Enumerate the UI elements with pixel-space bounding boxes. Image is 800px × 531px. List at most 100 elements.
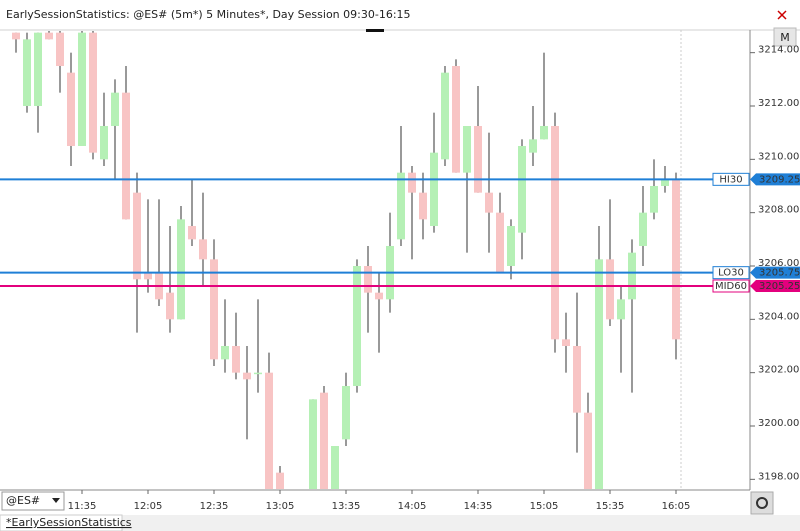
candle-body — [78, 32, 86, 146]
y-tick-label: 3198.00 — [758, 471, 799, 482]
candle-body — [221, 346, 229, 360]
level-name-box — [712, 172, 750, 186]
axes: 3198.00 3200.00 3202.00 3204.00 3206.00 3208.… — [68, 45, 800, 512]
candle-body — [375, 292, 383, 300]
candle-body — [485, 192, 493, 213]
candle-body — [639, 212, 647, 246]
marker — [366, 29, 384, 32]
candle-body — [672, 179, 680, 340]
close-button[interactable] — [777, 10, 787, 20]
candle-body — [507, 226, 515, 266]
y-tick-label: 3214.00 — [758, 45, 799, 56]
symbol-label[interactable]: @ES# — [6, 494, 40, 507]
candle-body — [540, 126, 548, 140]
candle-body — [265, 372, 273, 489]
candle-body — [551, 126, 559, 340]
candle-body — [276, 472, 284, 489]
candle-body — [584, 412, 592, 489]
x-tick-label: 12:05 — [134, 501, 163, 512]
y-tick-label: 3208.00 — [758, 205, 799, 216]
candle-body — [452, 66, 460, 173]
x-tick-label: 15:05 — [530, 501, 559, 512]
x-tick-label: 11:35 — [68, 501, 97, 512]
candle-body — [463, 126, 471, 173]
candle-body — [122, 92, 130, 220]
candle-body — [331, 446, 339, 489]
candle-body — [177, 219, 185, 320]
candle-body — [199, 239, 207, 260]
candle-body — [67, 72, 75, 146]
candle-body — [408, 172, 416, 193]
candle-body — [23, 39, 31, 107]
y-tick-label: 3206.00 — [758, 258, 799, 269]
candle-body — [144, 272, 152, 280]
y-tick-label: 3200.00 — [758, 418, 799, 429]
x-tick-label: 16:05 — [662, 501, 691, 512]
candle-body — [628, 252, 636, 300]
tab-bar — [0, 515, 800, 531]
level-name: LO30 — [718, 268, 744, 279]
x-tick-label: 13:05 — [266, 501, 295, 512]
candle-body — [254, 372, 262, 375]
candle-body — [474, 126, 482, 193]
maximize-label[interactable]: M — [780, 31, 790, 44]
tab[interactable]: *EarlySessionStatistics — [0, 514, 132, 531]
level-name-box — [712, 279, 750, 293]
maximize-button[interactable]: M — [773, 27, 797, 47]
candle-body — [661, 179, 669, 186]
candle-body — [342, 386, 350, 440]
chart-title: EarlySessionStatistics: @ES# (5m*) 5 Min… — [6, 8, 411, 21]
level-value-box — [750, 266, 800, 279]
y-tick-label: 3210.00 — [758, 151, 799, 162]
tab-label[interactable]: *EarlySessionStatistics — [6, 516, 132, 529]
candle-body — [562, 339, 570, 346]
candle-body — [606, 259, 614, 320]
candle-body — [595, 259, 603, 489]
candle-body — [529, 139, 537, 153]
level-name: HI30 — [719, 174, 742, 185]
level-value: 3209.25 — [759, 174, 800, 185]
symbol-selector[interactable]: @ES# — [1, 491, 65, 511]
candle-body — [89, 32, 97, 153]
candle-body — [650, 186, 658, 213]
level-value-box — [750, 173, 800, 186]
x-tick-label: 14:05 — [398, 501, 427, 512]
y-tick-label: 3202.00 — [758, 365, 799, 376]
candle-body — [617, 299, 625, 320]
candle-body — [309, 399, 317, 489]
candle-body — [210, 259, 218, 360]
candle-body — [397, 172, 405, 240]
candle-body — [419, 192, 427, 220]
x-tick-label: 12:35 — [200, 501, 229, 512]
candle-body — [441, 72, 449, 160]
x-tick-label: 14:35 — [464, 501, 493, 512]
x-tick-label: 13:35 — [332, 501, 361, 512]
candle-body — [100, 126, 108, 160]
plot-area — [0, 31, 749, 489]
y-tick-label: 3212.00 — [758, 98, 799, 109]
candle-body — [188, 226, 196, 240]
candle-body — [243, 372, 251, 380]
level-name: MID60 — [715, 281, 747, 292]
candle-body — [320, 392, 328, 489]
level-value-box — [750, 280, 800, 292]
level-value: 3205.25 — [759, 281, 800, 292]
y-tick-label: 3204.00 — [758, 311, 799, 322]
candle-body — [45, 32, 53, 40]
candle-body — [133, 192, 141, 280]
candle-body — [518, 146, 526, 233]
level-name-box — [712, 266, 750, 280]
candle-body — [364, 266, 372, 293]
candle-body — [12, 32, 20, 40]
level-value: 3205.75 — [759, 268, 800, 279]
candle-body — [56, 32, 64, 66]
x-tick-label: 15:35 — [596, 501, 625, 512]
candle-body — [573, 346, 581, 413]
candle-body — [496, 212, 504, 273]
candle-body — [232, 346, 240, 373]
candle-body — [34, 32, 42, 106]
candle-body — [353, 266, 361, 386]
refresh-button[interactable] — [750, 491, 774, 515]
